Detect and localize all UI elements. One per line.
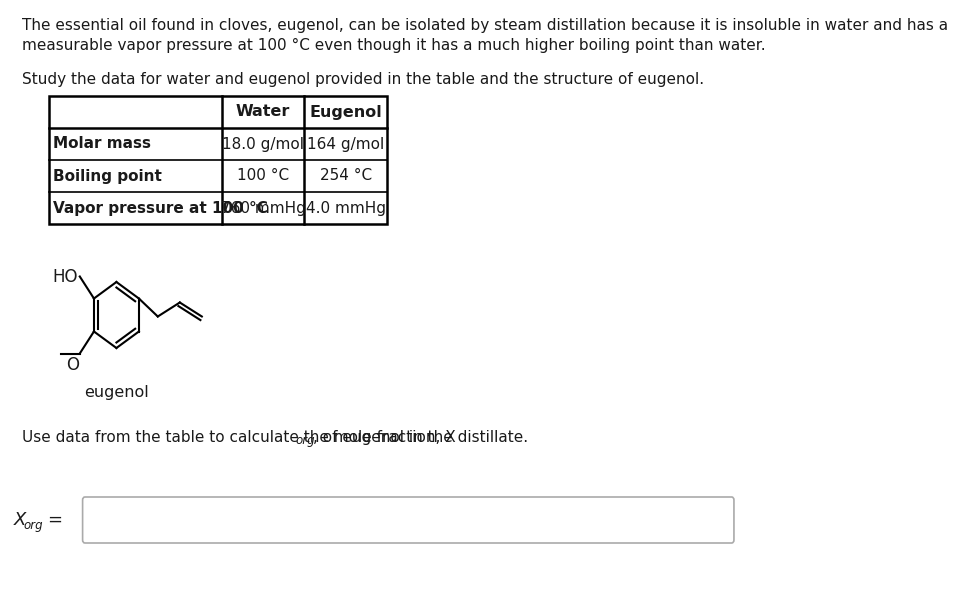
Text: X: X [14,511,27,529]
Text: HO: HO [53,267,79,285]
Text: Study the data for water and eugenol provided in the table and the structure of : Study the data for water and eugenol pro… [22,72,704,87]
Text: org: org [24,520,43,532]
Text: Use data from the table to calculate the mole fraction, X: Use data from the table to calculate the… [22,430,456,445]
Text: 4.0 mmHg: 4.0 mmHg [306,200,386,215]
Bar [49,96,387,224]
Text: 164 g/mol: 164 g/mol [307,136,385,151]
FancyBboxPatch shape [82,497,734,543]
Text: measurable vapor pressure at 100 °C even though it has a much higher boiling poi: measurable vapor pressure at 100 °C even… [22,38,765,53]
Text: Vapor pressure at 100 °C: Vapor pressure at 100 °C [54,200,269,215]
Text: Eugenol: Eugenol [310,105,382,120]
Text: 760 mmHg: 760 mmHg [221,200,306,215]
Text: =: = [47,511,62,529]
Text: 100 °C: 100 °C [237,169,290,184]
Text: 254 °C: 254 °C [319,169,372,184]
Text: , of eugenol in the distillate.: , of eugenol in the distillate. [313,430,528,445]
Text: eugenol: eugenol [84,385,149,400]
Text: Molar mass: Molar mass [54,136,152,151]
Text: org: org [295,434,316,447]
Text: O: O [66,355,79,374]
Text: Water: Water [236,105,291,120]
Text: Boiling point: Boiling point [54,169,162,184]
Text: 18.0 g/mol: 18.0 g/mol [222,136,304,151]
Text: The essential oil found in cloves, eugenol, can be isolated by steam distillatio: The essential oil found in cloves, eugen… [22,18,948,33]
